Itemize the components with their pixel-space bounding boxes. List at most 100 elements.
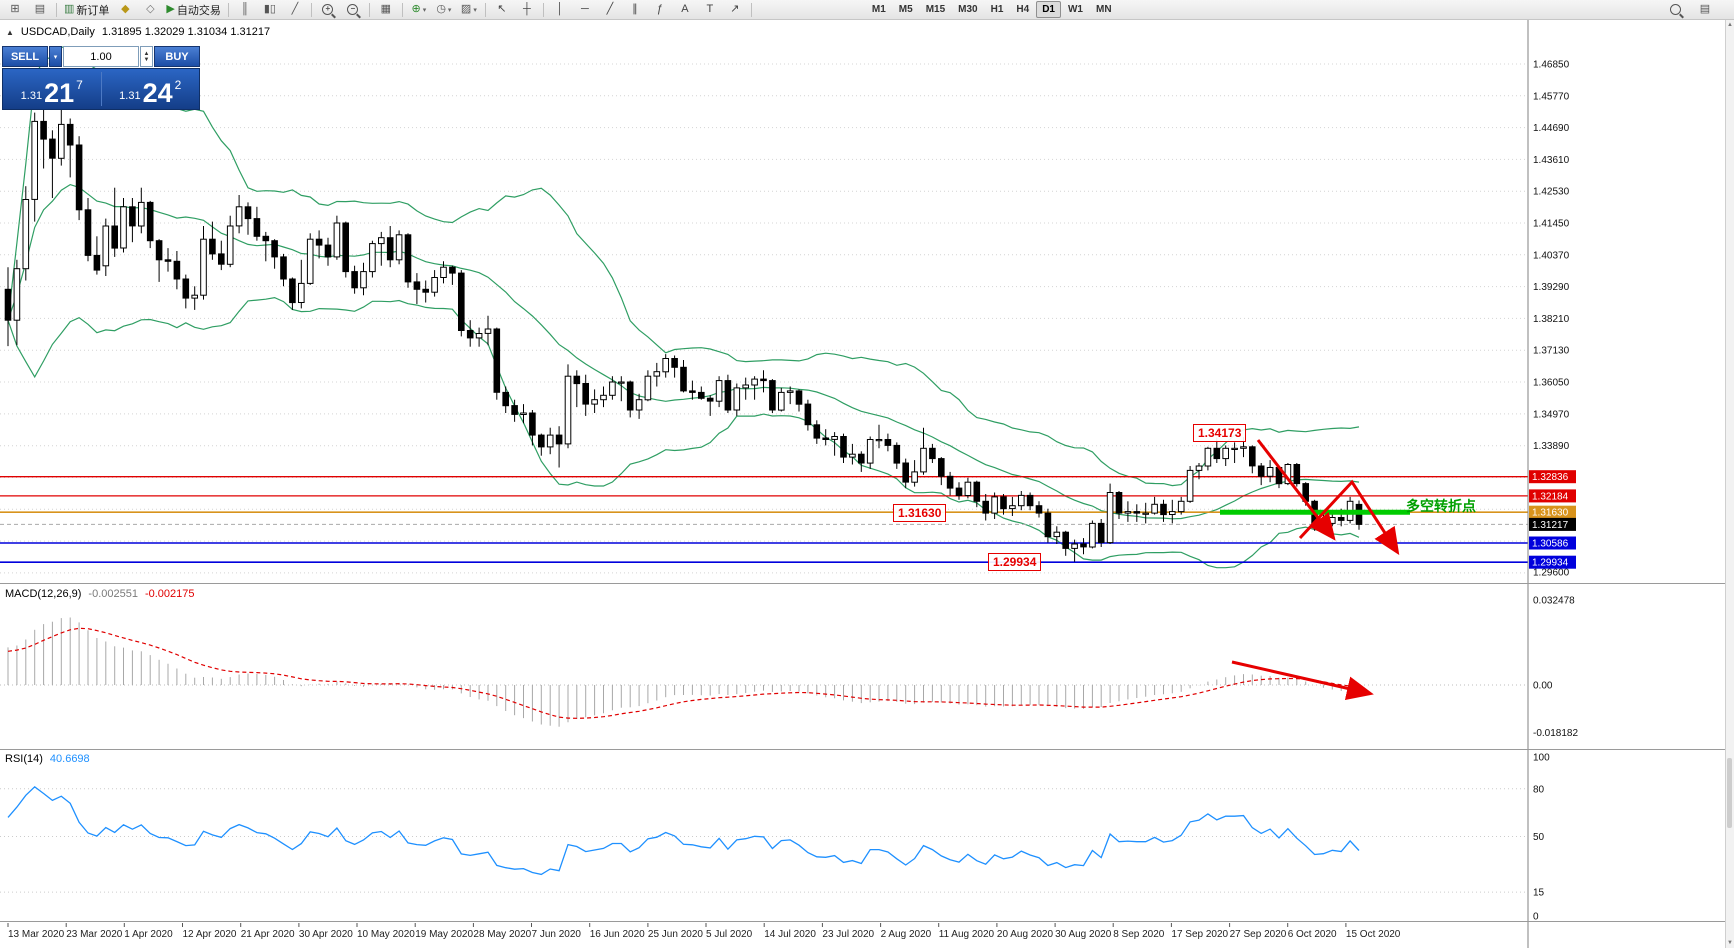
svg-text:1.42530: 1.42530 (1533, 187, 1570, 198)
sell-price[interactable]: 1.31 21 7 (3, 69, 101, 109)
periods-button[interactable]: ◷ ▾ (432, 0, 456, 20)
auto-trading-button[interactable]: ▶ 自动交易 (163, 0, 223, 20)
svg-text:10 May 2020: 10 May 2020 (357, 929, 415, 940)
vertical-scrollbar[interactable]: ▲ ▼ (1725, 20, 1734, 948)
sell-button[interactable]: SELL (2, 46, 48, 67)
new-order-button-label: 新订单 (76, 4, 110, 17)
volume-input[interactable]: 1.00 (63, 46, 139, 67)
magnifier-icon: − (347, 4, 359, 15)
new-order-icon: ▥ (64, 3, 75, 15)
scripts-button[interactable]: ◇ (138, 0, 162, 20)
svg-text:2 Aug 2020: 2 Aug 2020 (881, 929, 932, 940)
scroll-up-icon[interactable]: ▲ (1727, 22, 1733, 28)
horizontal-line-button[interactable]: ─ (573, 0, 597, 20)
templates-button[interactable]: ▨ ▾ (457, 0, 481, 20)
tile-windows-button[interactable]: ▦ (374, 0, 398, 20)
volume-up-icon[interactable]: ▲ (143, 50, 150, 57)
toolbar-separator (401, 2, 403, 17)
sell-price-big: 21 (44, 78, 75, 109)
arrows-button[interactable]: ↗ (723, 0, 747, 20)
svg-text:0.032478: 0.032478 (1533, 596, 1575, 607)
timeframe-h4[interactable]: H4 (1016, 4, 1030, 15)
crosshair-button[interactable]: ┼ (515, 0, 539, 20)
svg-text:8 Sep 2020: 8 Sep 2020 (1113, 929, 1165, 940)
profiles-icon: ▤ (34, 3, 46, 15)
timeframe-m5[interactable]: M5 (898, 4, 913, 15)
vertical-line-button[interactable]: │ (548, 0, 572, 20)
sell-dropdown-icon[interactable]: ▾ (49, 46, 62, 67)
toolbar-separator (542, 2, 544, 17)
support-price-label[interactable]: 1.31630 (893, 504, 947, 522)
sell-price-sup: 7 (76, 78, 83, 92)
indicators-button[interactable]: ⊕ ▾ (407, 0, 431, 20)
macd-histogram (7, 617, 1360, 727)
timeframe-m15[interactable]: M15 (925, 4, 946, 15)
buy-button[interactable]: BUY (154, 46, 200, 67)
timeframe-mn[interactable]: MN (1095, 4, 1112, 15)
periods-icon: ◷ (436, 3, 446, 15)
buy-price[interactable]: 1.31 24 2 (102, 69, 200, 109)
expert-advisors-button[interactable]: ◆ (113, 0, 137, 20)
scrollbar-thumb[interactable] (1727, 758, 1732, 828)
cursor-button[interactable]: ↖ (490, 0, 514, 20)
timeframe-h1[interactable]: H1 (990, 4, 1004, 15)
low-price-label[interactable]: 1.29934 (988, 553, 1042, 571)
profiles-button[interactable]: ▤ (28, 0, 52, 20)
volume-down-icon[interactable]: ▼ (143, 56, 150, 63)
arrows-icon: ↗ (730, 3, 740, 15)
toolbar-separator (227, 2, 229, 17)
timeframe-m30[interactable]: M30 (958, 4, 978, 15)
timeframe-toolbar: M1 M5 M15 M30 H1 H4 D1 W1 MN (866, 1, 1118, 18)
cursor-icon: ↖ (497, 3, 507, 15)
ohlc-values: 1.31895 1.32029 1.31034 1.31217 (101, 26, 271, 38)
svg-text:25 Jun 2020: 25 Jun 2020 (648, 929, 703, 940)
bollinger-bands (7, 46, 1360, 569)
rejection-arrow[interactable] (1298, 479, 1400, 556)
new-order-button[interactable]: ▥ 新订单 (61, 0, 112, 20)
chart-list-button[interactable]: ▤ (1693, 0, 1717, 20)
horizontal-line-icon: ─ (580, 3, 589, 15)
price-badge: 1.29934 (1529, 555, 1576, 569)
equidistant-channel-button[interactable]: ∥ (623, 0, 647, 20)
scripts-icon: ◇ (146, 3, 155, 15)
price-badge: 1.32184 (1529, 489, 1576, 503)
text-button[interactable]: A (673, 0, 697, 20)
magnifier-icon (1669, 4, 1681, 15)
new-chart-button[interactable]: ⊞ (3, 0, 27, 20)
svg-text:80: 80 (1533, 784, 1545, 795)
macd-signal-line (7, 627, 1360, 719)
turning-point-text[interactable]: 多空转折点 (1406, 498, 1476, 514)
fibonacci-button[interactable]: ƒ (648, 0, 672, 20)
svg-text:11 Aug 2020: 11 Aug 2020 (939, 929, 995, 940)
timeframe-m1[interactable]: M1 (871, 4, 886, 15)
magnifier-icon: + (322, 4, 334, 15)
svg-text:50: 50 (1533, 832, 1545, 843)
bar-chart-button[interactable]: ║ (233, 0, 257, 20)
timeframe-d1[interactable]: D1 (1036, 1, 1061, 18)
search-symbol-button[interactable] (1663, 0, 1687, 20)
svg-text:19 May 2020: 19 May 2020 (415, 929, 473, 940)
peak-price-label[interactable]: 1.34173 (1193, 424, 1247, 442)
svg-text:13 Mar 2020: 13 Mar 2020 (8, 929, 65, 940)
svg-text:1.38210: 1.38210 (1533, 314, 1570, 325)
svg-text:1.30586: 1.30586 (1532, 539, 1569, 550)
candlestick-chart-button[interactable]: ▮▯ (258, 0, 282, 20)
downtrend-arrow[interactable] (1256, 439, 1336, 541)
macd-downtrend-arrow[interactable] (1231, 660, 1374, 701)
price-axis-labels: 1.46850 1.45770 1.44690 1.43610 1.42530 1.414… (1533, 60, 1570, 579)
zoom-out-button[interactable]: − (341, 0, 365, 20)
timeframe-w1[interactable]: W1 (1067, 4, 1083, 15)
volume-stepper[interactable]: ▲ ▼ (140, 46, 153, 67)
svg-text:-0.018182: -0.018182 (1533, 728, 1578, 739)
macd-label-row: MACD(12,26,9) -0.002551 -0.002175 (5, 588, 195, 600)
toolbar-separator (368, 2, 370, 17)
chart-canvas[interactable]: 1.46850 1.45770 1.44690 1.43610 1.42530 1.414… (0, 20, 1726, 948)
scroll-down-icon[interactable]: ▼ (1727, 940, 1733, 946)
zoom-in-button[interactable]: + (316, 0, 340, 20)
one-click-toggle-icon[interactable]: ▲ (6, 27, 14, 37)
auto-trading-icon: ▶ (166, 3, 175, 15)
trendline-button[interactable]: ╱ (598, 0, 622, 20)
text-label-button[interactable]: T (698, 0, 722, 20)
line-chart-button[interactable]: ╱ (283, 0, 307, 20)
svg-text:1.33890: 1.33890 (1533, 441, 1570, 452)
